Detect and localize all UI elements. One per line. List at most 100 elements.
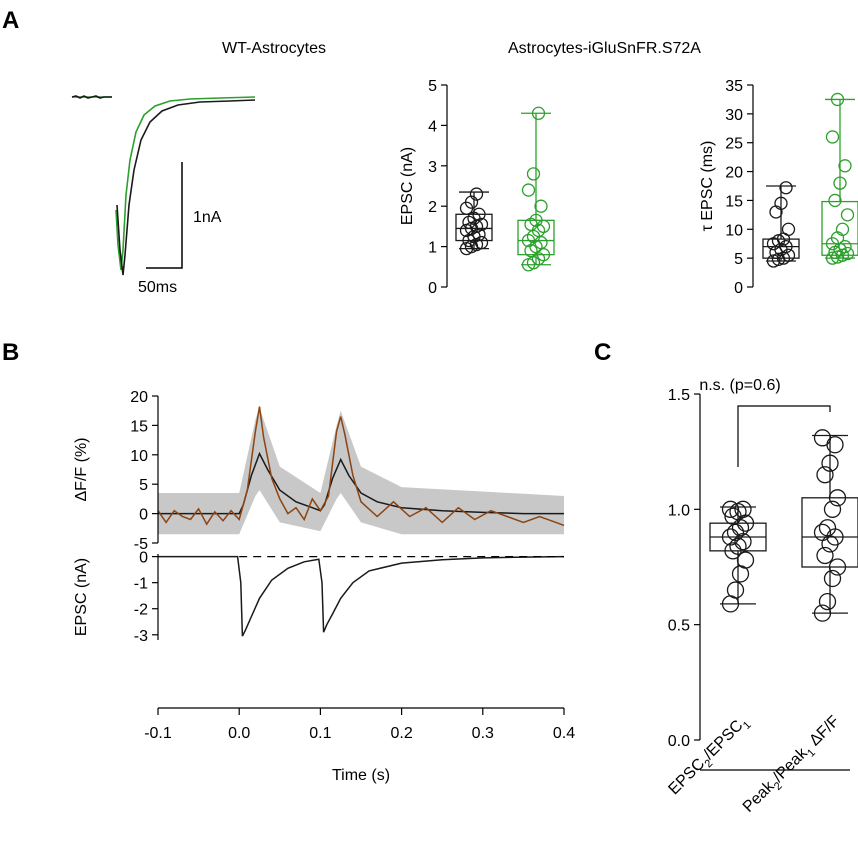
- data-point: [818, 519, 837, 537]
- box-group-0: [709, 500, 767, 613]
- data-point: [781, 222, 796, 236]
- xcat1-mid: /EPSC: [701, 717, 747, 763]
- y-tick-label: 0: [428, 280, 437, 297]
- data-point: [472, 207, 486, 221]
- box-group-0: [455, 187, 493, 256]
- wt-astrocytes-label: WT-Astrocytes: [222, 40, 326, 57]
- data-point: [818, 592, 837, 611]
- data-point: [724, 507, 742, 525]
- svg-text:EPSC2/EPSC1: EPSC2/EPSC1: [665, 713, 753, 801]
- box-group-1: [801, 429, 858, 622]
- y-tick-label: 4: [428, 118, 437, 135]
- data-point: [724, 542, 742, 560]
- x-category-label-peak: Peak2/Peak1 ΔF/F: [740, 713, 843, 816]
- y-tick-label: 0.0: [668, 733, 690, 750]
- y-tick-label: 15: [725, 193, 743, 210]
- variance-band: [158, 407, 564, 535]
- y-tick-label: 10: [725, 222, 743, 239]
- y-axis-label: τ EPSC (ms): [699, 141, 716, 232]
- y-tick-label: -1: [134, 576, 148, 593]
- data-point: [813, 429, 832, 447]
- significance-bracket: [737, 405, 831, 467]
- y-tick-label: 1.0: [668, 502, 690, 519]
- data-point: [833, 176, 847, 190]
- data-point: [838, 239, 852, 254]
- panel-a-traces: WT-Astrocytes Astrocytes-iGluSnFR.S72A 1…: [71, 40, 701, 296]
- data-point: [813, 523, 832, 542]
- data-point: [529, 213, 543, 227]
- y-axis-label: EPSC (nA): [73, 558, 90, 636]
- x-axis-label: Time (s): [332, 767, 390, 784]
- tau-epsc-boxplot: 0 5 10 15 20 25 30 35 τ EPSC (ms): [699, 78, 858, 297]
- data-point: [721, 528, 740, 546]
- x-tick-label: 0.0: [228, 725, 250, 742]
- data-point: [838, 159, 852, 173]
- data-point: [825, 130, 840, 144]
- scale-y-label: 1nA: [193, 209, 222, 226]
- y-tick-label: 0: [734, 280, 743, 297]
- y-axis-label: ΔF/F (%): [73, 437, 90, 501]
- y-tick-label: 30: [725, 107, 743, 124]
- y-tick-label: 5: [139, 477, 148, 494]
- data-point: [721, 500, 740, 518]
- data-point: [816, 546, 834, 565]
- data-point: [825, 251, 840, 265]
- y-tick-label: 10: [130, 448, 148, 465]
- y-tick-label: -5: [134, 536, 148, 553]
- data-point: [828, 558, 847, 576]
- epsc-trace-plot: 0 -1 -2 -3 EPSC (nA) -0.1 0.0 0.1 0.2 0.3 0.4 Time …: [73, 550, 575, 784]
- data-point: [821, 454, 839, 472]
- data-point: [840, 208, 855, 222]
- xcat2-tail: ΔF/F: [803, 713, 843, 753]
- data-point: [816, 466, 834, 484]
- df-f-trace-plot: -5 0 5 10 15 20 ΔF/F (%): [73, 389, 565, 553]
- data-point: [813, 604, 832, 622]
- data-point: [830, 92, 845, 107]
- epsc-amplitude-boxplot: 0 1 2 3 4 5 EPSC (nA): [399, 78, 555, 297]
- x-tick-label: -0.1: [144, 725, 172, 742]
- box-group-1: [517, 106, 555, 272]
- scale-x-label: 50ms: [138, 279, 177, 296]
- y-tick-label: -2: [134, 602, 148, 619]
- y-tick-label: 1: [428, 240, 437, 257]
- epsc-trace-green: [72, 96, 256, 271]
- y-tick-label: -3: [134, 628, 148, 645]
- y-tick-label: 0: [139, 507, 148, 524]
- significance-annotation: n.s. (p=0.6): [699, 377, 780, 394]
- data-point: [823, 500, 842, 518]
- y-tick-label: 15: [130, 418, 148, 435]
- data-point: [534, 199, 548, 213]
- x-tick-label: 0.4: [553, 725, 575, 742]
- x-tick-label: 0.1: [309, 725, 331, 742]
- data-point: [828, 489, 847, 507]
- data-point: [779, 181, 793, 195]
- box-group-0: [762, 181, 800, 268]
- y-tick-label: 2: [428, 199, 437, 216]
- data-point: [531, 106, 546, 120]
- scale-bar: [146, 162, 183, 269]
- y-tick-label: 0.5: [668, 618, 690, 635]
- y-tick-label: 3: [428, 159, 437, 176]
- data-point: [774, 196, 788, 210]
- x-category-label-epsc: EPSC2/EPSC1: [665, 713, 753, 801]
- box-group-1: [821, 92, 858, 265]
- y-tick-label: 5: [428, 78, 437, 95]
- panel-label-c: C: [594, 339, 611, 366]
- x-tick-label: 0.3: [472, 725, 494, 742]
- data-point: [828, 193, 842, 208]
- data-point: [835, 222, 850, 236]
- y-tick-label: 20: [725, 165, 743, 182]
- data-point: [469, 187, 484, 201]
- x-tick-label: 0.2: [390, 725, 412, 742]
- epsc-trace-black: [71, 95, 256, 276]
- series-single: [157, 406, 565, 527]
- y-tick-label: 5: [734, 251, 743, 268]
- data-point: [736, 551, 755, 569]
- y-tick-label: 25: [725, 136, 743, 153]
- data-point: [521, 183, 536, 197]
- data-point: [769, 205, 783, 219]
- data-point: [526, 167, 541, 181]
- paired-ratio-boxplot: 0.0 0.5 1.0 1.5: [668, 387, 858, 771]
- y-axis-label: EPSC (nA): [399, 147, 416, 225]
